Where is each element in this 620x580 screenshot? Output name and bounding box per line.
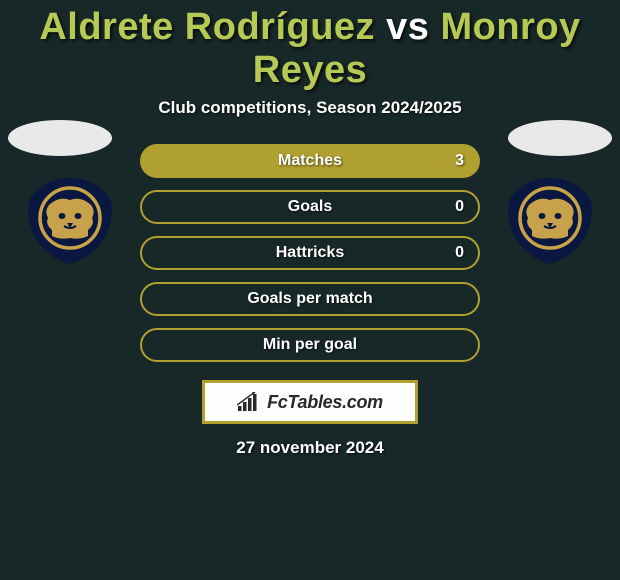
stat-label: Hattricks (276, 244, 344, 262)
player2-photo-placeholder (508, 120, 612, 156)
comparison-title: Aldrete Rodríguez vs Monroy Reyes (0, 0, 620, 92)
stat-label: Matches (278, 152, 342, 170)
stat-value-right: 0 (455, 198, 464, 216)
player1-photo-placeholder (8, 120, 112, 156)
player1-club-badge (20, 178, 120, 264)
player2-club-badge (500, 178, 600, 264)
stat-row-goals: Goals 0 (140, 190, 480, 224)
stat-row-hattricks: Hattricks 0 (140, 236, 480, 270)
stat-label: Goals (288, 198, 332, 216)
stat-label: Min per goal (263, 336, 357, 354)
player1-name: Aldrete Rodríguez (39, 6, 375, 48)
brand-badge: FcTables.com (202, 380, 418, 424)
stat-row-min-per-goal: Min per goal (140, 328, 480, 362)
date-text: 27 november 2024 (0, 438, 620, 458)
brand-text: FcTables.com (267, 392, 383, 413)
subtitle: Club competitions, Season 2024/2025 (0, 98, 620, 118)
stat-row-goals-per-match: Goals per match (140, 282, 480, 316)
stat-row-matches: Matches 3 (140, 144, 480, 178)
stat-label: Goals per match (247, 290, 372, 308)
bar-chart-icon (237, 392, 261, 412)
stat-value-right: 0 (455, 244, 464, 262)
vs-separator: vs (386, 6, 429, 48)
stat-value-right: 3 (455, 152, 464, 170)
